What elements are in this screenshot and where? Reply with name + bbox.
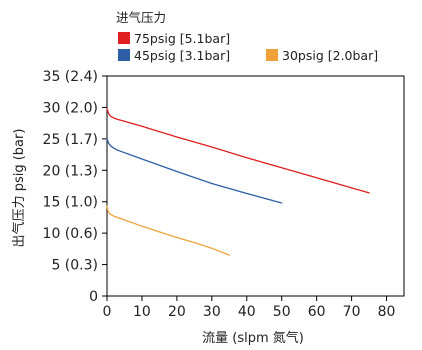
legend-label-75psig: 75psig [5.1bar] — [134, 31, 230, 46]
x-tick-label: 50 — [273, 304, 291, 320]
x-tick-label: 40 — [238, 304, 256, 320]
legend-swatch-75psig — [118, 32, 130, 44]
y-axis-title: 出气压力 psig (bar) — [11, 129, 27, 248]
y-tick-label: 5 (0.3) — [51, 258, 98, 274]
x-tick-label: 80 — [378, 304, 396, 320]
series-layer — [106, 108, 370, 256]
y-tick-label: 20 (1.3) — [43, 163, 98, 179]
x-tick-label: 30 — [203, 304, 221, 320]
x-axis-title: 流量 (slpm 氮气) — [202, 330, 304, 346]
x-axis: 0 10 20 30 40 50 60 70 80 — [103, 296, 396, 320]
series-line-30psig — [106, 205, 230, 256]
x-tick-label: 60 — [308, 304, 326, 320]
legend-label-45psig: 45psig [3.1bar] — [134, 48, 230, 63]
x-tick-label: 0 — [103, 304, 112, 320]
legend-swatch-30psig — [266, 49, 278, 61]
legend-title: 进气压力 — [116, 10, 166, 25]
y-tick-label: 10 (0.6) — [43, 226, 98, 242]
y-tick-label: 30 (2.0) — [43, 100, 98, 116]
series-line-75psig — [106, 108, 370, 194]
plot-frame — [106, 75, 405, 297]
x-tick-label: 20 — [168, 304, 186, 320]
legend-swatch-45psig — [118, 49, 130, 61]
y-tick-label: 25 (1.7) — [43, 132, 98, 148]
x-tick-label: 70 — [343, 304, 361, 320]
y-axis: 0 5 (0.3) 10 (0.6) 15 (1.0) 20 (1.3) 25 (1.7)… — [43, 69, 107, 305]
legend: 进气压力 75psig [5.1bar] 45psig [3.1bar] 30p… — [116, 10, 378, 63]
y-tick-label: 15 (1.0) — [43, 195, 98, 211]
y-tick-label: 0 — [89, 289, 98, 305]
y-tick-label: 35 (2.4) — [43, 69, 98, 85]
legend-label-30psig: 30psig [2.0bar] — [282, 48, 378, 63]
x-tick-label: 10 — [133, 304, 151, 320]
series-line-45psig — [106, 138, 283, 204]
